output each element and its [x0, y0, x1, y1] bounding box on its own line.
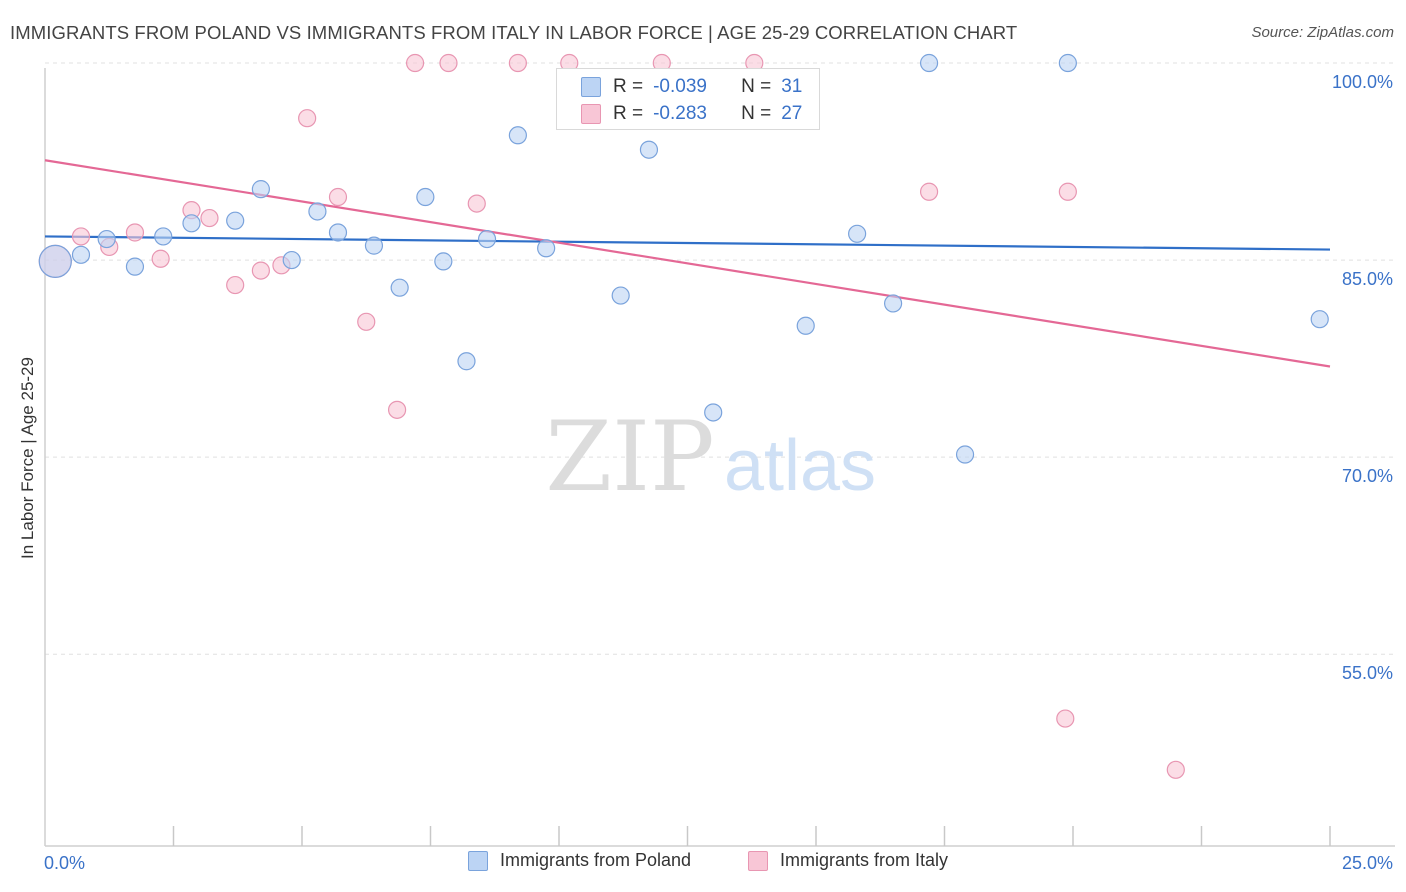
stats-row-poland: R = -0.039 N = 31	[581, 74, 802, 100]
stats-n-value: 27	[781, 103, 803, 124]
point-italy	[387, 400, 407, 419]
legend-item-italy[interactable]: Immigrants from Italy	[748, 850, 948, 871]
legend-swatch-poland	[468, 850, 488, 871]
y-axis-label: In Labor Force | Age 25-29	[18, 357, 37, 559]
point-poland	[97, 229, 116, 249]
x-tick-label: 25.0%	[1342, 853, 1393, 873]
stats-r-value: -0.039	[653, 76, 707, 97]
axes	[44, 68, 1395, 847]
point-italy	[1166, 760, 1185, 779]
point-poland	[390, 278, 409, 297]
point-italy	[357, 312, 376, 331]
point-italy	[251, 261, 270, 280]
point-italy	[125, 223, 145, 242]
stats-r-label: R =	[613, 76, 644, 97]
point-poland	[182, 214, 201, 233]
legend-item-poland[interactable]: Immigrants from Poland	[468, 850, 691, 871]
stats-n-label: N =	[741, 76, 772, 97]
point-poland	[71, 245, 91, 264]
stats-r-value: -0.283	[653, 103, 707, 124]
point-poland	[639, 140, 659, 159]
point-poland	[537, 239, 556, 258]
point-poland	[434, 252, 453, 271]
point-italy	[467, 194, 486, 213]
point-italy	[328, 187, 348, 207]
x-tick-label: 0.0%	[44, 853, 85, 873]
stats-n-value: 31	[781, 76, 803, 97]
legend-label-italy: Immigrants from Italy	[780, 850, 949, 870]
y-tick-label: 100.0%	[1332, 72, 1393, 92]
point-italy	[71, 227, 91, 246]
point-poland	[1310, 310, 1329, 329]
point-poland	[364, 236, 384, 255]
legend: Immigrants from Poland Immigrants from I…	[0, 850, 1406, 880]
point-poland	[125, 257, 145, 276]
y-tick-label: 85.0%	[1342, 269, 1393, 289]
y-tick-label: 55.0%	[1342, 663, 1393, 683]
trend-line-italy	[44, 159, 1331, 368]
stats-n-label: N =	[741, 103, 772, 124]
point-poland	[154, 227, 173, 246]
point-italy	[151, 249, 170, 268]
legend-swatch-italy	[748, 850, 768, 871]
grid-lines	[45, 62, 1395, 655]
stats-r-label: R =	[613, 103, 644, 124]
point-poland	[704, 403, 723, 422]
trend-lines	[44, 159, 1331, 368]
legend-label-poland: Immigrants from Poland	[500, 850, 692, 870]
stats-box: R = -0.039 N = 31 R = -0.283 N = 27	[556, 68, 820, 130]
point-poland	[477, 229, 497, 249]
point-italy	[1058, 182, 1077, 201]
chart-title: IMMIGRANTS FROM POLAND VS IMMIGRANTS FRO…	[10, 22, 1018, 43]
watermark-atlas: atlas	[724, 426, 876, 506]
tick-labels: 55.0% 70.0% 85.0% 100.0% 0.0% 25.0%	[44, 72, 1393, 873]
data-points	[38, 53, 1329, 779]
point-poland	[611, 286, 630, 305]
point-poland	[416, 187, 435, 207]
stats-swatch-italy	[581, 104, 601, 124]
y-tick-label: 70.0%	[1342, 466, 1393, 486]
point-poland	[308, 202, 327, 221]
point-poland	[1058, 53, 1077, 73]
point-poland	[328, 223, 348, 242]
point-italy	[298, 109, 317, 128]
point-poland	[848, 224, 867, 243]
point-italy	[919, 182, 939, 201]
point-poland	[883, 294, 903, 313]
point-poland	[508, 126, 527, 145]
watermark-zip: ZIP	[545, 401, 714, 513]
point-poland	[919, 53, 939, 73]
point-poland	[38, 244, 72, 278]
point-italy	[439, 53, 458, 73]
watermark: ZIP atlas	[545, 401, 876, 513]
point-poland	[282, 250, 301, 270]
trend-line-poland	[44, 235, 1331, 251]
stats-swatch-poland	[581, 77, 601, 97]
point-italy	[508, 53, 527, 73]
point-poland	[457, 352, 476, 371]
point-poland	[226, 211, 245, 230]
point-italy	[200, 208, 219, 228]
source-label: Source: ZipAtlas.com	[1251, 24, 1394, 41]
point-italy	[226, 275, 245, 295]
point-poland	[796, 316, 815, 335]
point-italy	[405, 53, 425, 73]
point-italy	[1056, 709, 1075, 728]
point-poland	[251, 180, 270, 199]
stats-row-italy: R = -0.283 N = 27	[581, 101, 802, 127]
point-poland	[955, 445, 975, 464]
